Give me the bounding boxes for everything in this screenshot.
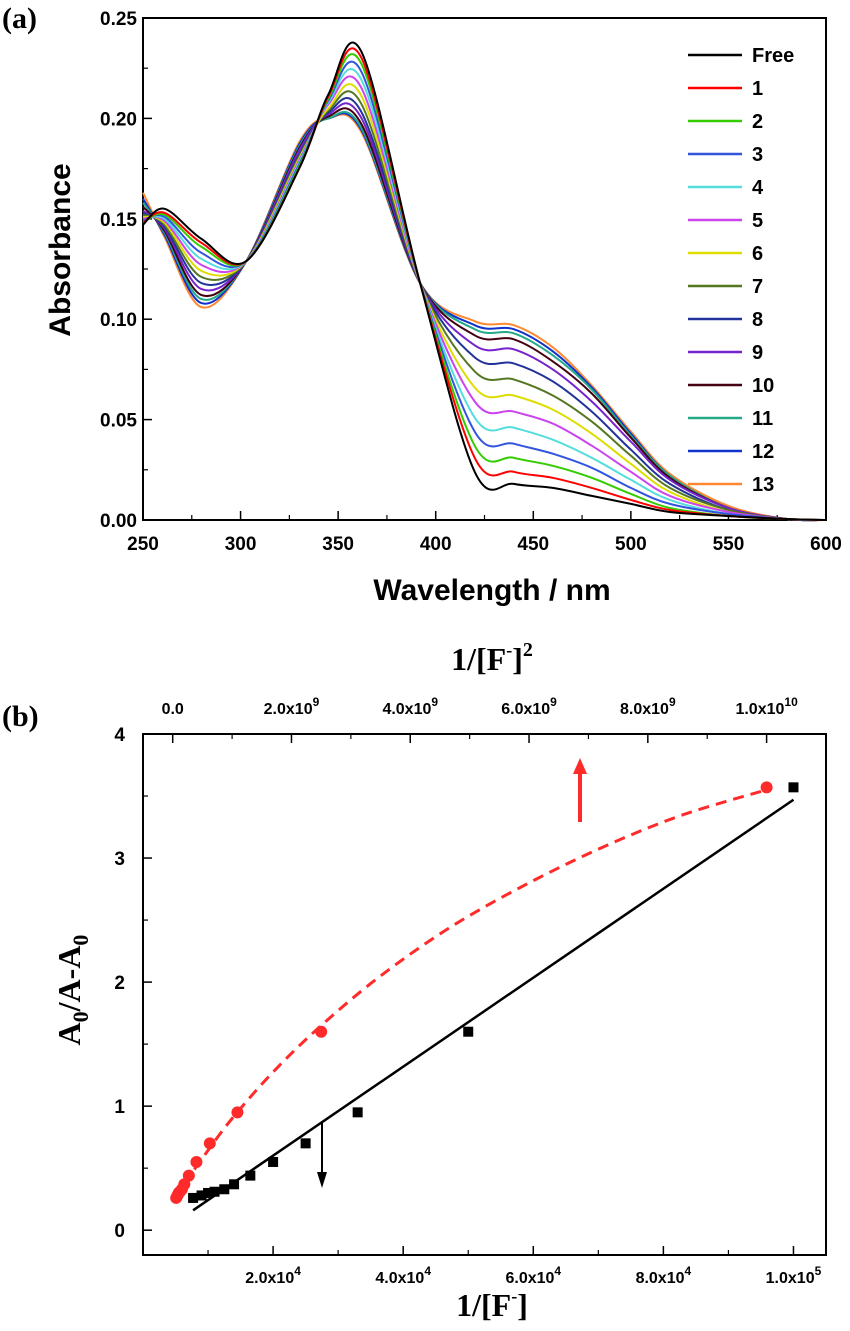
- panel-a-axes: 250 300 350 400 450 500 550 600 0.00 0.05 0.10 0.15…: [100, 9, 842, 555]
- b-square-point: [300, 1138, 311, 1149]
- b-square-point: [268, 1156, 279, 1167]
- a-legend-label: 4: [752, 177, 764, 199]
- b-circle-point: [231, 1106, 244, 1119]
- b-square-point: [196, 1190, 207, 1201]
- b-xtick-label-top: 2.0x109: [264, 695, 320, 718]
- b-square-point: [245, 1170, 256, 1181]
- a-series-line-8: [142, 97, 827, 522]
- panel-b-label: (b): [2, 700, 39, 733]
- b-arrow-bottom-icon: [317, 1172, 327, 1188]
- a-ytick-label: 0.10: [100, 310, 137, 331]
- b-circle-point: [182, 1169, 195, 1182]
- a-xtick-label: 350: [322, 534, 354, 555]
- b-circle-point: [190, 1155, 203, 1168]
- b-xtick-label-bottom: 6.0x104: [505, 1264, 561, 1287]
- b-xtick-label-top: 6.0x109: [501, 695, 557, 718]
- b-ytick-label: 1: [114, 1097, 125, 1118]
- b-xtick-label-bottom: 1.0x105: [766, 1264, 822, 1287]
- a-series-line-4: [142, 68, 827, 521]
- b-square-point: [352, 1107, 363, 1118]
- a-xtick-label: 500: [615, 534, 647, 555]
- a-legend-label: 9: [752, 342, 763, 364]
- b-square-point: [229, 1179, 240, 1190]
- b-square-point: [203, 1187, 214, 1198]
- a-ytick-label: 0.05: [100, 411, 137, 432]
- panel-a-ylabel: Absorbance: [44, 163, 77, 336]
- a-legend-label: 8: [752, 309, 763, 331]
- b-circle-point: [203, 1137, 216, 1150]
- b-square-point: [188, 1192, 199, 1203]
- a-series-line-Free: [142, 41, 827, 521]
- b-square-point: [463, 1026, 474, 1037]
- b-square-point: [788, 782, 799, 793]
- b-xtick-label-top: 8.0x109: [620, 695, 676, 718]
- a-xtick-label: 250: [127, 534, 159, 555]
- b-square-point: [219, 1184, 230, 1195]
- panel-b-points: [170, 781, 799, 1204]
- a-series-line-1: [142, 47, 827, 521]
- a-legend-label: 10: [752, 375, 774, 397]
- b-circle-point: [315, 1025, 328, 1038]
- panel-b-top-xlabel: 1/[F-]2: [451, 639, 533, 677]
- a-legend-label: 7: [752, 276, 763, 298]
- a-series-line-5: [142, 75, 827, 521]
- b-xtick-label-top: 4.0x109: [382, 695, 438, 718]
- a-legend-label: 12: [752, 441, 774, 463]
- b-xtick-label-bottom: 2.0x104: [245, 1264, 301, 1287]
- a-series-line-7: [142, 90, 827, 522]
- a-xtick-label: 550: [713, 534, 745, 555]
- b-ytick-label: 0: [114, 1221, 125, 1242]
- panel-b-axes: 2.0x104 4.0x104 6.0x104 8.0x104 1.0x105 0.0 2.…: [114, 695, 821, 1287]
- panel-b-bottom-xlabel: 1/[F-]: [456, 1286, 528, 1323]
- panel-a-xlabel: Wavelength / nm: [373, 574, 610, 607]
- b-xtick-label-bottom: 8.0x104: [636, 1264, 692, 1287]
- a-xtick-label: 450: [517, 534, 549, 555]
- b-dashed-fit-curve: [174, 788, 768, 1202]
- panel-a-curves: [142, 41, 827, 522]
- a-legend-label: 3: [752, 144, 763, 166]
- panel-b-fits: [174, 788, 795, 1212]
- b-xtick-label-top: 0.0: [162, 701, 184, 718]
- a-legend-label: 2: [752, 111, 763, 133]
- b-ytick-label: 3: [114, 849, 125, 870]
- panel-b-frame: [142, 733, 827, 1256]
- a-legend-label: 5: [752, 210, 763, 232]
- panel-b-arrows: [317, 758, 587, 1188]
- a-ytick-label: 0.00: [100, 511, 137, 532]
- b-xtick-label-bottom: 4.0x104: [375, 1264, 431, 1287]
- panel-b-ylabel: A0/A-A0: [51, 935, 93, 1046]
- b-xtick-label-top: 1.0x1010: [735, 695, 798, 718]
- a-ytick-label: 0.15: [100, 210, 137, 231]
- a-xtick-label: 300: [225, 534, 257, 555]
- a-xtick-label: 600: [810, 534, 842, 555]
- b-ytick-label: 2: [114, 973, 125, 994]
- a-legend-label: 1: [752, 78, 763, 100]
- b-ytick-label: 4: [114, 725, 125, 746]
- a-legend-label: 6: [752, 243, 763, 265]
- a-legend-label: Free: [752, 45, 794, 67]
- b-circle-point: [760, 781, 773, 794]
- a-xtick-label: 400: [420, 534, 452, 555]
- a-ytick-label: 0.25: [100, 9, 137, 30]
- a-legend-label: 13: [752, 474, 774, 496]
- b-square-point: [209, 1186, 220, 1197]
- a-legend-label: 11: [752, 408, 773, 430]
- panel-a-label: (a): [2, 2, 37, 35]
- a-series-line-6: [142, 83, 827, 521]
- a-ytick-label: 0.20: [100, 109, 137, 130]
- b-linear-fit-line: [192, 798, 795, 1212]
- b-arrow-top-icon: [573, 758, 587, 774]
